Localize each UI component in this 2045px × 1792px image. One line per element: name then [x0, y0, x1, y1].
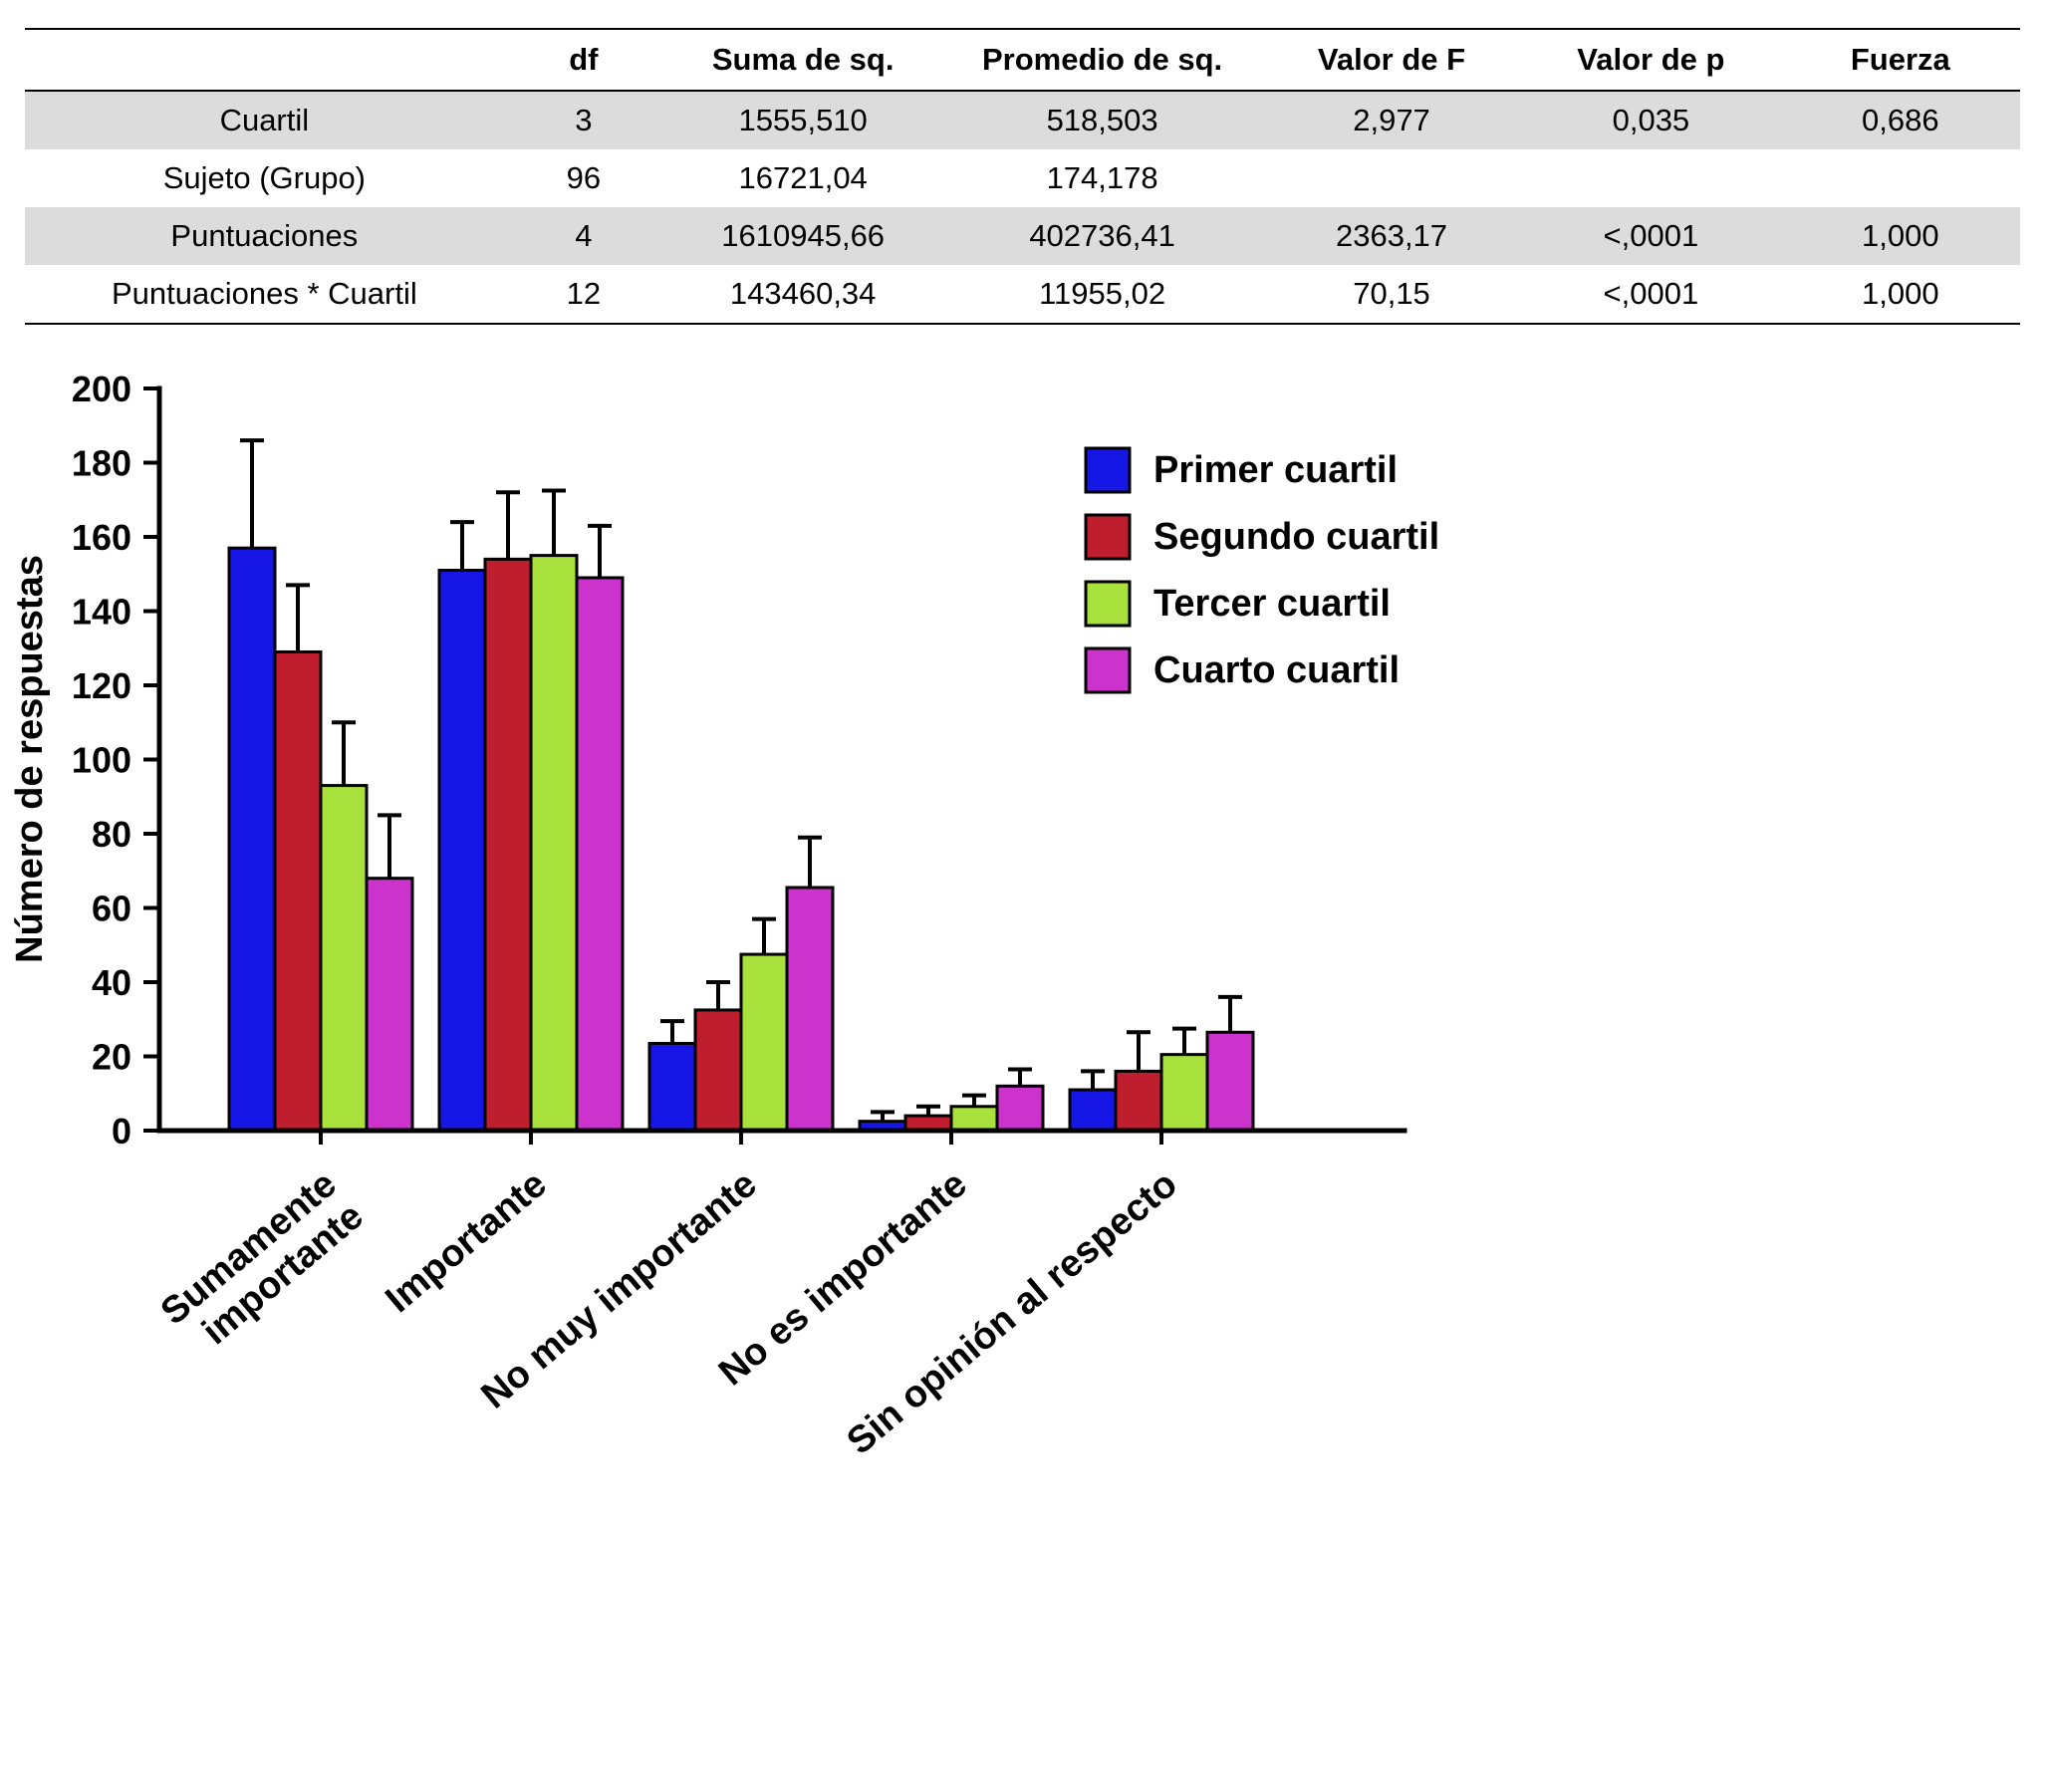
- table-cell-value: [1262, 149, 1521, 207]
- table-cell-value: 16721,04: [738, 160, 868, 195]
- bar: [529, 554, 579, 1133]
- table-cell-value: [1781, 149, 2020, 207]
- table-row: Puntuaciones 4 1610945,66 402736,41 2363,17 <…: [25, 207, 2020, 265]
- y-tick-label: 160: [72, 517, 131, 558]
- x-category-label: Sumamenteimportante: [153, 1163, 372, 1366]
- table-cell-value: 2,977: [1353, 103, 1430, 137]
- grouped-bar-chart: Número de respuestas 0 20 40 60 80 100 120 140 1…: [0, 299, 2045, 1792]
- table-cell-value: 12: [566, 276, 602, 311]
- table-cell-value: 174,178: [1046, 160, 1158, 195]
- y-tick-label: 180: [72, 443, 131, 484]
- legend-swatch: [1084, 646, 1132, 694]
- y-tick-label: 20: [92, 1037, 131, 1078]
- table-cell-value: 4: [575, 218, 593, 253]
- y-tick-label: 100: [72, 740, 131, 781]
- bar: [995, 1084, 1045, 1133]
- bar: [693, 1008, 743, 1133]
- table-header-cell: Fuerza: [1850, 42, 1950, 77]
- y-tick-label: 200: [72, 369, 131, 409]
- bar: [227, 546, 277, 1133]
- legend-swatch: [1084, 446, 1132, 494]
- x-category-label: Sin opinión al respecto: [840, 1163, 1185, 1463]
- table-cell-value: 402736,41: [1029, 218, 1175, 253]
- svg-text:Importante: Importante: [378, 1163, 554, 1321]
- bar: [365, 877, 414, 1133]
- y-tick-label: 0: [112, 1111, 131, 1152]
- y-tick-label: 140: [72, 592, 131, 633]
- bar: [739, 952, 789, 1133]
- x-category-label: Importante: [378, 1163, 554, 1321]
- table-cell-value: 2363,17: [1335, 218, 1448, 253]
- anova-table-section: df Suma de sq. Promedio de sq. Valor de F Va…: [25, 28, 2020, 325]
- bar: [949, 1105, 999, 1133]
- legend-swatch: [1084, 580, 1132, 628]
- svg-text:Sumamenteimportante: Sumamenteimportante: [153, 1163, 372, 1366]
- table-cell-value: 1610945,66: [721, 218, 886, 253]
- table-header-cell: Promedio de sq.: [982, 42, 1223, 77]
- table-cell-value: 0,686: [1862, 103, 1939, 137]
- table-cell-value: 1,000: [1862, 218, 1939, 253]
- bar: [273, 649, 323, 1133]
- bar: [647, 1041, 697, 1133]
- table-cell-value: 70,15: [1353, 276, 1430, 311]
- table-cell-value: <,0001: [1603, 218, 1699, 253]
- table-header-cell: [25, 29, 504, 91]
- table-cell-value: 3: [575, 103, 593, 137]
- table-header-cell: Suma de sq.: [711, 42, 895, 77]
- svg-text:Sin opinión al respecto: Sin opinión al respecto: [840, 1163, 1185, 1463]
- table-cell-value: 143460,34: [729, 276, 877, 311]
- bar: [319, 784, 369, 1133]
- table-row: Puntuaciones * Cuartil 12 143460,34 11955,0…: [25, 265, 2020, 324]
- table-row: Sujeto (Grupo) 96 16721,04 174,178: [25, 149, 2020, 207]
- table-row-label: Cuartil: [219, 103, 310, 137]
- anova-table: df Suma de sq. Promedio de sq. Valor de F Va…: [25, 28, 2020, 325]
- table-row-label: Puntuaciones: [170, 218, 359, 253]
- table-cell-value: 518,503: [1046, 103, 1158, 137]
- table-row-label: Puntuaciones * Cuartil: [111, 276, 417, 311]
- bar: [483, 557, 533, 1133]
- y-tick-label: 60: [92, 889, 131, 929]
- legend-label: Segundo cuartil: [1153, 516, 1439, 558]
- table-cell-value: 96: [566, 160, 602, 195]
- bar: [1205, 1030, 1255, 1133]
- table-row-label: Sujeto (Grupo): [162, 160, 367, 195]
- y-axis-title: Número de respuestas: [9, 555, 51, 963]
- table-header-row: df Suma de sq. Promedio de sq. Valor de F Va…: [25, 29, 2020, 91]
- legend-swatch: [1084, 513, 1132, 561]
- table-cell-value: 1,000: [1862, 276, 1939, 311]
- table-body: Cuartil 3 1555,510 518,503 2,977 0,035 0,686 Su…: [25, 91, 2020, 324]
- legend-label: Primer cuartil: [1153, 449, 1398, 491]
- table-header-cell: df: [569, 42, 599, 77]
- bar: [437, 569, 487, 1133]
- y-tick-label: 40: [92, 962, 131, 1003]
- table-cell-value: [1521, 149, 1780, 207]
- table-cell-value: 0,035: [1612, 103, 1690, 137]
- table-cell-value: 1555,510: [738, 103, 868, 137]
- y-tick-label: 80: [92, 814, 131, 855]
- bar: [1114, 1069, 1163, 1133]
- table-header-cell: Valor de F: [1317, 42, 1466, 77]
- legend-label: Cuarto cuartil: [1153, 649, 1400, 691]
- table-row: Cuartil 3 1555,510 518,503 2,977 0,035 0,686: [25, 91, 2020, 149]
- bar: [785, 886, 835, 1133]
- table-cell-value: <,0001: [1603, 276, 1699, 311]
- table-cell-value: 11955,02: [1039, 276, 1166, 311]
- bar: [1159, 1053, 1209, 1133]
- y-tick-label: 120: [72, 665, 131, 706]
- bar: [575, 576, 625, 1133]
- bar: [1068, 1088, 1118, 1133]
- table-header-cell: Valor de p: [1577, 42, 1725, 77]
- chart-canvas: Número de respuestas 0 20 40 60 80 100 120 140 1…: [9, 369, 1439, 1463]
- legend-label: Tercer cuartil: [1153, 583, 1391, 625]
